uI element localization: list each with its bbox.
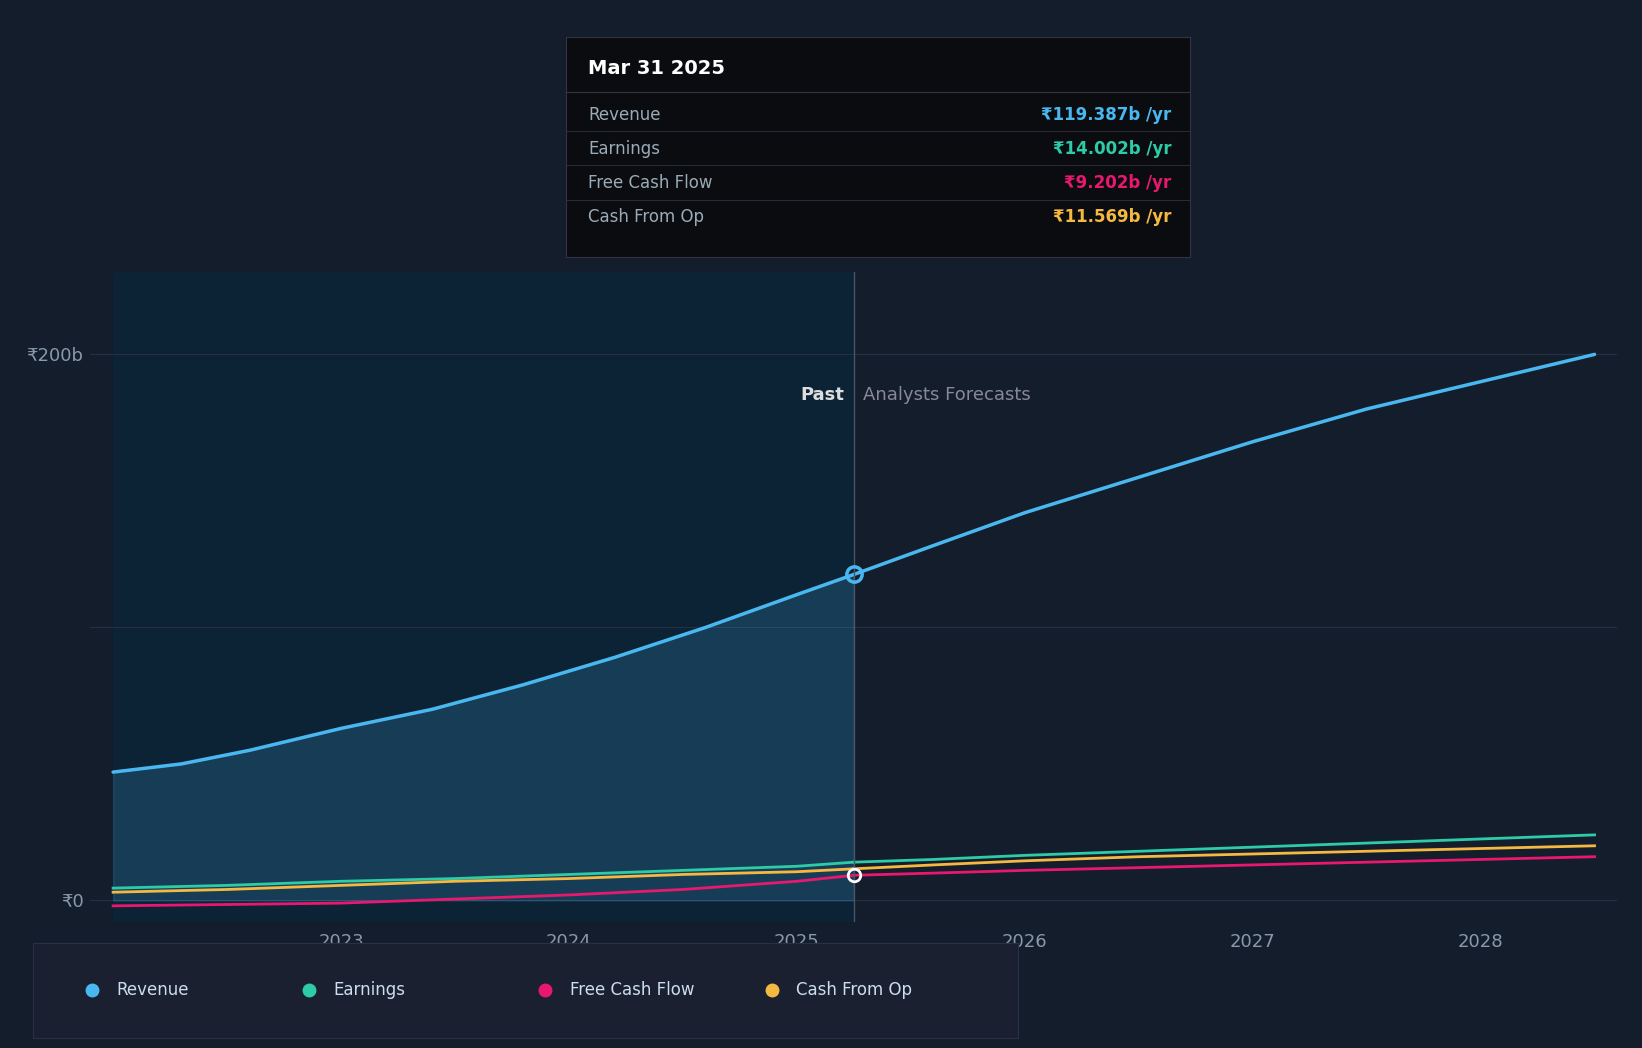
Text: Analysts Forecasts: Analysts Forecasts: [864, 387, 1031, 405]
Text: Earnings: Earnings: [333, 981, 406, 1000]
Text: ₹11.569b /yr: ₹11.569b /yr: [1053, 209, 1172, 226]
Text: ₹119.387b /yr: ₹119.387b /yr: [1041, 106, 1172, 124]
Text: Revenue: Revenue: [588, 106, 660, 124]
Text: Revenue: Revenue: [117, 981, 189, 1000]
Text: ₹14.002b /yr: ₹14.002b /yr: [1053, 140, 1172, 158]
Text: Free Cash Flow: Free Cash Flow: [570, 981, 695, 1000]
Text: Past: Past: [801, 387, 844, 405]
Text: Earnings: Earnings: [588, 140, 660, 158]
Bar: [113, 272, 854, 922]
Text: ₹9.202b /yr: ₹9.202b /yr: [1064, 174, 1172, 192]
Text: Cash From Op: Cash From Op: [796, 981, 913, 1000]
Text: Mar 31 2025: Mar 31 2025: [588, 59, 726, 78]
Text: Cash From Op: Cash From Op: [588, 209, 704, 226]
Text: Free Cash Flow: Free Cash Flow: [588, 174, 713, 192]
